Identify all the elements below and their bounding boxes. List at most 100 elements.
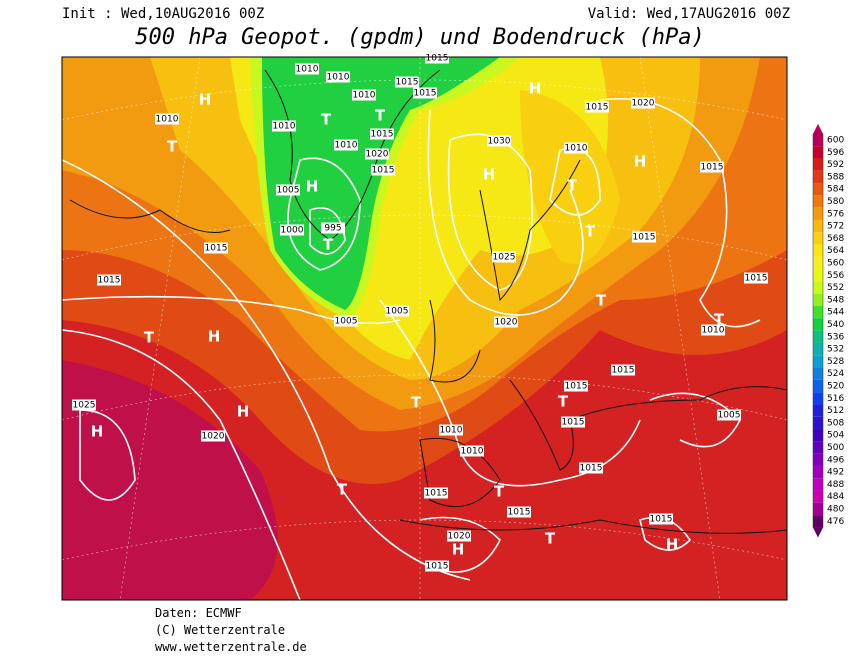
colorbar-label: 576 <box>827 209 844 219</box>
isobar-label: 1020 <box>632 99 655 109</box>
isobar-label: 1015 <box>426 562 449 572</box>
isobar-label: 1015 <box>633 233 656 243</box>
isobar-label: 1015 <box>565 382 588 392</box>
isobar-label: 1015 <box>414 89 437 99</box>
isobar-label: 1010 <box>461 447 484 457</box>
colorbar-label: 496 <box>827 455 844 465</box>
isobar-label: 1005 <box>277 186 300 196</box>
colorbar-label: 556 <box>827 271 844 281</box>
colorbar-swatch <box>813 441 823 454</box>
isobar-label-box <box>321 222 345 234</box>
map-field <box>62 57 787 600</box>
isobar-label: 1030 <box>488 137 511 147</box>
colorbar-swatch <box>813 133 823 147</box>
isobar-label: 1010 <box>327 73 350 83</box>
colorbar-swatch <box>813 219 823 233</box>
isobar-label-box <box>365 148 389 160</box>
colorbar-label: 476 <box>827 517 844 527</box>
pressure-center: H <box>306 178 319 196</box>
colorbar-label: 516 <box>827 394 844 404</box>
data-source: Daten: ECMWF <box>155 606 242 620</box>
isobar-label-box <box>352 89 376 101</box>
isobar-label-box <box>649 513 673 525</box>
colorbar-label: 580 <box>827 197 844 207</box>
isobar-label: 1015 <box>98 276 121 286</box>
pressure-center: T <box>411 394 422 412</box>
colorbar-swatch <box>813 293 823 307</box>
colorbar-swatch <box>813 502 823 516</box>
isobar-label-box <box>276 184 300 196</box>
pressure-center: T <box>714 311 725 329</box>
isobar-label-box <box>492 251 516 263</box>
colorbar-swatch <box>813 429 823 442</box>
colorbar-swatch <box>813 318 823 331</box>
colorbar-swatch <box>813 478 823 491</box>
isobar-label: 1005 <box>718 411 741 421</box>
isobar-label: 1015 <box>745 274 768 284</box>
colorbar-swatch <box>813 207 823 220</box>
isobar-label: 1010 <box>273 122 296 132</box>
colorbar-swatch <box>813 244 823 257</box>
colorbar-label: 596 <box>827 148 844 158</box>
isobar-label: 1020 <box>495 318 518 328</box>
colorbar-swatch <box>813 490 823 503</box>
isobar-label-box <box>585 101 609 113</box>
isobar-label: 1015 <box>396 78 419 88</box>
pressure-center: T <box>323 236 334 254</box>
colorbar-swatch <box>813 416 823 430</box>
pressure-center: H <box>666 536 679 554</box>
colorbar-label: 528 <box>827 357 844 367</box>
isobar-label-box <box>334 315 358 327</box>
pressure-center: H <box>237 403 250 421</box>
isobar-label-box <box>425 560 449 572</box>
colorbar-label: 520 <box>827 382 844 392</box>
pressure-center: H <box>91 423 104 441</box>
isobar-label: 1015 <box>580 464 603 474</box>
isobar-label: 1015 <box>426 54 449 64</box>
colorbar-label: 552 <box>827 283 844 293</box>
isobar-label-box <box>334 139 358 151</box>
colorbar-label: 592 <box>827 160 844 170</box>
isobar-label: 1015 <box>701 163 724 173</box>
isobar-label-box <box>272 120 296 132</box>
isobar-label-box <box>280 224 304 236</box>
isobar-label-box <box>487 135 511 147</box>
colorbar-label: 568 <box>827 234 844 244</box>
isobar-label-box <box>447 530 471 542</box>
isobar-label: 1015 <box>650 515 673 525</box>
isobar-label: 1015 <box>562 418 585 428</box>
colorbar-label: 588 <box>827 172 844 182</box>
colorbar-label: 548 <box>827 295 844 305</box>
isobar-label-box <box>632 231 656 243</box>
isobar-label: 1025 <box>493 253 516 263</box>
website: www.wetterzentrale.de <box>155 640 307 654</box>
colorbar-label: 536 <box>827 332 844 342</box>
isobar-label-box <box>494 316 518 328</box>
pressure-center: T <box>585 223 596 241</box>
isobar-label: 1020 <box>202 432 225 442</box>
colorbar-swatch <box>813 330 823 343</box>
pressure-center: H <box>529 80 542 98</box>
pressure-center: T <box>167 138 178 156</box>
isobar-label-box <box>371 164 395 176</box>
colorbar-label: 544 <box>827 308 844 318</box>
colorbar-swatch <box>813 355 823 368</box>
isobar-label: 1015 <box>508 508 531 518</box>
isobar-label-box <box>370 128 394 140</box>
isobar-label-box <box>564 142 588 154</box>
isobar-label: 1000 <box>281 226 304 236</box>
isobar-label-box <box>295 63 319 75</box>
colorbar-arrow-bottom <box>813 527 823 538</box>
isobar-label-box <box>385 305 409 317</box>
isobar-label-box <box>326 71 350 83</box>
isobar-label-box <box>631 97 655 109</box>
isobar-label: 1005 <box>335 317 358 327</box>
isobar-label: 1010 <box>296 65 319 75</box>
colorbar-label: 484 <box>827 492 844 502</box>
colorbar-swatch <box>813 146 823 159</box>
isobar-label: 1015 <box>586 103 609 113</box>
isobar-label-box <box>611 364 635 376</box>
colorbar-swatch <box>813 183 823 196</box>
colorbar-swatch <box>813 269 823 282</box>
